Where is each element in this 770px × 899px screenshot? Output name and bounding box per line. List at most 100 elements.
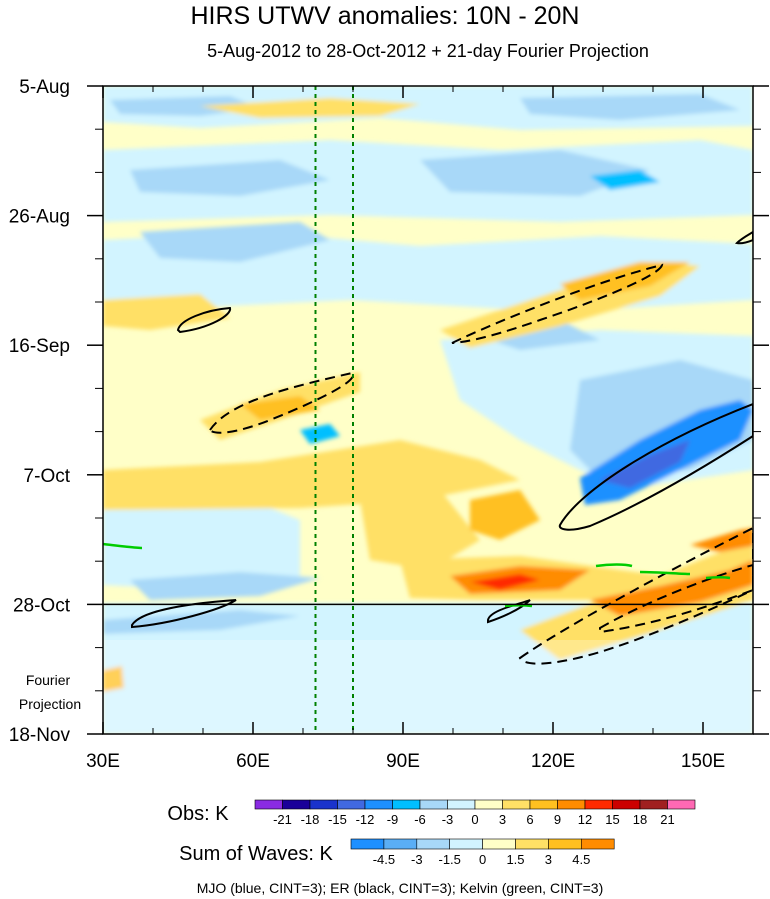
plot-border (102, 85, 754, 735)
colorbar-level-label: 0 (479, 852, 486, 867)
cool-core (600, 440, 690, 488)
colorbar-swatch (667, 799, 696, 810)
er-contour-negative (518, 526, 753, 665)
cool-core (300, 424, 340, 444)
colorbar-swatch (580, 838, 615, 850)
colorbar-level-label: -18 (301, 812, 320, 827)
warm-band (103, 294, 230, 330)
legend-note: MJO (blue, CINT=3); ER (black, CINT=3); … (197, 880, 604, 896)
colorbar-level-label: 3 (499, 812, 506, 827)
y-tick-label: 5-Aug (19, 77, 70, 98)
colorbar-swatch (557, 799, 586, 810)
colorbar-level-label: 18 (633, 812, 647, 827)
colorbar-level-label: -3 (442, 812, 454, 827)
er-contour-negative (451, 263, 664, 344)
y-tick-label: 26-Aug (9, 207, 70, 228)
colorbar-level-label: -12 (356, 812, 375, 827)
er-contour-positive (734, 230, 753, 245)
colorbar-level-label: 21 (660, 812, 674, 827)
colorbar-level-label: 9 (554, 812, 561, 827)
colorbar-swatch (419, 799, 448, 810)
colorbar-swatch (337, 799, 366, 810)
x-tick-label: 150E (681, 751, 725, 772)
x-axis: 30E 60E 90E 120E 150E (86, 86, 725, 772)
colorbar-swatch (309, 799, 338, 810)
colorbar-swatch (548, 838, 582, 850)
kelvin-contour (103, 542, 143, 550)
warm-core (103, 666, 124, 692)
warm-core (470, 574, 540, 590)
colorbar-level-label: 0 (471, 812, 478, 827)
colorbar-swatch (392, 799, 421, 810)
colorbar-swatch (612, 799, 641, 810)
colorbar-swatch (639, 799, 668, 810)
er-contour-positive (131, 599, 237, 629)
cool-patch (140, 222, 330, 262)
obs-colorbar-label: Obs: K (167, 803, 229, 825)
warm-band (200, 98, 420, 118)
obs-colorbar: -21 -18 -15 -12 -9 -6 -3 0 3 6 9 12 15 18 21 (254, 799, 696, 827)
er-contour-positive (487, 599, 531, 624)
colorbar-swatch (482, 838, 516, 850)
projection-label-line1: Fourier (26, 672, 71, 688)
colorbar-level-label: -4.5 (373, 852, 395, 867)
colorbar-swatch (350, 838, 385, 850)
chart-subtitle: 5-Aug-2012 to 28-Oct-2012 + 21-day Fouri… (207, 41, 649, 61)
er-contour-positive (558, 402, 753, 531)
y-tick-label: 18-Nov (9, 725, 71, 746)
colorbar-swatch (282, 799, 311, 810)
y-tick-label: 16-Sep (9, 336, 70, 357)
er-contour-positive (176, 306, 231, 334)
colorbar-level-label: -15 (328, 812, 347, 827)
plot-area (103, 86, 753, 734)
warm-band (360, 490, 480, 570)
colorbar-swatch (502, 799, 531, 810)
cool-patch (130, 572, 320, 600)
waves-colorbar-label: Sum of Waves: K (179, 843, 333, 865)
colorbar-swatch (529, 799, 558, 810)
colorbar-level-label: 12 (578, 812, 592, 827)
colorbar-level-label: -21 (273, 812, 292, 827)
colorbar-swatch (383, 838, 418, 850)
colorbar-level-label: 3 (545, 852, 552, 867)
er-contour-negative (208, 371, 355, 434)
colorbar-swatch (447, 799, 476, 810)
kelvin-contour (639, 570, 691, 576)
kelvin-contour (504, 604, 533, 608)
cool-patch (103, 610, 300, 634)
warm-core (470, 490, 540, 540)
colorbar-swatch (416, 838, 450, 850)
y-tick-label: 7-Oct (24, 466, 71, 487)
warm-band (103, 440, 520, 510)
warm-core (690, 528, 753, 552)
warm-core (240, 396, 320, 420)
colorbar-level-label: 6 (526, 812, 533, 827)
colorbar-swatch (364, 799, 393, 810)
cool-core (590, 170, 660, 190)
obs-anomaly-field (103, 86, 753, 734)
colorbar-level-label: 15 (605, 812, 619, 827)
colorbar-level-label: -3 (411, 852, 423, 867)
cool-patch (420, 150, 650, 196)
cool-patch (110, 96, 260, 116)
x-tick-label: 120E (531, 751, 575, 772)
colorbar-level-label: 4.5 (572, 852, 590, 867)
cool-region (103, 496, 300, 590)
warm-core (590, 560, 753, 616)
projection-label-line2: Projection (19, 696, 81, 712)
y-axis: 5-Aug 26-Aug 16-Sep 7-Oct 28-Oct 18-Nov (9, 77, 769, 746)
chart-title: HIRS UTWV anomalies: 10N - 20N (190, 2, 579, 30)
x-tick-label: 60E (236, 751, 270, 772)
colorbar-swatch (515, 838, 549, 850)
waves-colorbar: -4.5 -3 -1.5 0 1.5 3 4.5 (350, 838, 615, 867)
kelvin-contour (705, 576, 731, 580)
reference-lines (314, 86, 354, 734)
colorbar-level-label: 1.5 (506, 852, 524, 867)
colorbar-level-label: -1.5 (438, 852, 460, 867)
kelvin-contour (595, 563, 633, 568)
x-tick-label: 30E (86, 751, 120, 772)
y-tick-label: 28-Oct (13, 595, 71, 616)
x-tick-label: 90E (386, 751, 420, 772)
colorbar-swatch (449, 838, 483, 850)
